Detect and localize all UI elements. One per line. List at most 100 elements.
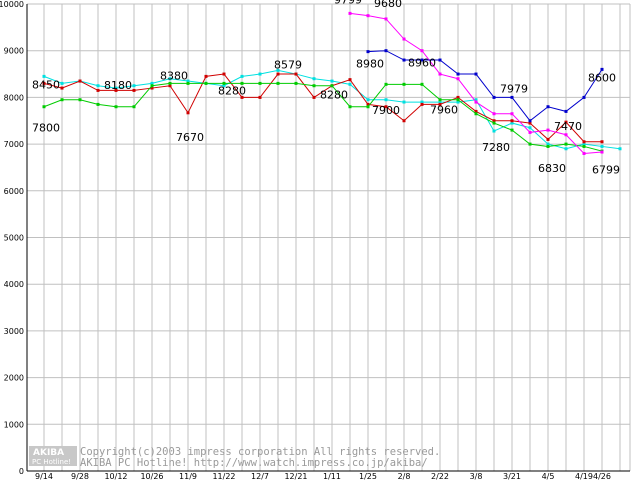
data-point: [312, 84, 316, 88]
data-label: 8960: [408, 57, 436, 70]
data-point: [474, 72, 478, 76]
data-point: [258, 81, 262, 85]
data-point: [492, 121, 496, 125]
series-line: [367, 50, 603, 122]
data-point: [222, 72, 226, 76]
data-point: [96, 84, 100, 88]
data-label: 7670: [176, 131, 204, 144]
data-point: [456, 77, 460, 81]
data-point: [546, 105, 550, 109]
data-point: [168, 81, 172, 85]
y-tick-label: 4000: [4, 280, 24, 289]
data-point: [96, 88, 100, 92]
data-point: [402, 82, 406, 86]
x-tick-label: 4/19: [575, 472, 593, 480]
data-point: [474, 100, 478, 104]
x-tick-label: 9/28: [71, 472, 89, 480]
data-point: [168, 77, 172, 81]
data-point: [528, 119, 532, 123]
data-label: 7800: [32, 122, 60, 135]
data-point: [276, 68, 280, 72]
data-point: [60, 98, 64, 102]
data-point: [348, 78, 352, 82]
data-point: [456, 100, 460, 104]
data-point: [438, 72, 442, 76]
data-point: [564, 142, 568, 146]
data-point: [492, 95, 496, 99]
data-point: [438, 98, 442, 102]
data-label: 8600: [588, 71, 616, 84]
y-tick-label: 1000: [4, 420, 24, 429]
data-point: [150, 81, 154, 85]
data-point: [348, 105, 352, 109]
data-point: [564, 120, 568, 124]
x-tick-label: 3/8: [470, 472, 483, 480]
data-point: [384, 105, 388, 109]
data-label: 8980: [356, 58, 384, 71]
data-point: [438, 102, 442, 106]
y-tick-label: 9000: [4, 47, 24, 56]
data-point: [330, 84, 334, 88]
series-lines: [42, 11, 622, 155]
data-label: 7900: [372, 104, 400, 117]
data-point: [294, 72, 298, 76]
data-point: [510, 112, 514, 116]
data-point: [42, 81, 46, 85]
data-point: [546, 142, 550, 146]
data-point: [276, 72, 280, 76]
data-point: [546, 144, 550, 148]
data-point: [420, 102, 424, 106]
data-point: [186, 79, 190, 83]
data-label: 6830: [538, 162, 566, 175]
data-point: [456, 95, 460, 99]
data-label: 8579: [274, 58, 302, 71]
copyright-watermark: AKIBA PC Hotline! Copyright(c)2003 impre…: [29, 446, 440, 469]
data-point: [366, 105, 370, 109]
data-point: [384, 17, 388, 21]
data-point: [78, 79, 82, 83]
data-label: 7960: [430, 103, 458, 116]
data-point: [366, 50, 370, 54]
x-tick-label: 4/5: [542, 472, 555, 480]
y-tick-label: 0: [19, 467, 24, 476]
data-label: 9680: [374, 0, 402, 10]
series-4: [366, 49, 604, 123]
x-tick-label: 2/22: [431, 472, 449, 480]
y-tick-label: 8000: [4, 93, 24, 102]
series-3: [348, 11, 604, 155]
x-tick-label: 1/25: [359, 472, 377, 480]
data-point: [600, 67, 604, 71]
data-point: [258, 95, 262, 99]
data-point: [42, 105, 46, 109]
data-point: [600, 150, 604, 154]
data-point: [150, 86, 154, 90]
data-point: [222, 81, 226, 85]
data-labels: 8450 7800 8180 8380 7670 8280 8579 8280 9799 8980…: [32, 0, 620, 176]
data-point: [402, 119, 406, 123]
data-point: [564, 109, 568, 113]
data-point: [546, 128, 550, 132]
data-point: [60, 81, 64, 85]
data-point: [402, 100, 406, 104]
x-tick-label: 1/11: [323, 472, 341, 480]
data-label: 9799: [334, 0, 362, 6]
data-label: 8450: [32, 78, 60, 91]
data-point: [186, 111, 190, 115]
data-label: 8280: [218, 84, 246, 97]
x-tick-label: 12/21: [284, 472, 307, 480]
y-tick-label: 2000: [4, 374, 24, 383]
data-point: [96, 102, 100, 106]
data-point: [78, 98, 82, 102]
data-point: [510, 128, 514, 132]
data-label: 7979: [500, 82, 528, 95]
data-point: [474, 98, 478, 102]
data-point: [564, 133, 568, 137]
x-tick-label: 10/12: [104, 472, 127, 480]
data-point: [528, 121, 532, 125]
data-label: 7280: [482, 141, 510, 154]
data-point: [132, 88, 136, 92]
y-tick-label: 10000: [0, 0, 24, 9]
x-tick-label: 4/26: [593, 472, 611, 480]
data-point: [402, 58, 406, 62]
